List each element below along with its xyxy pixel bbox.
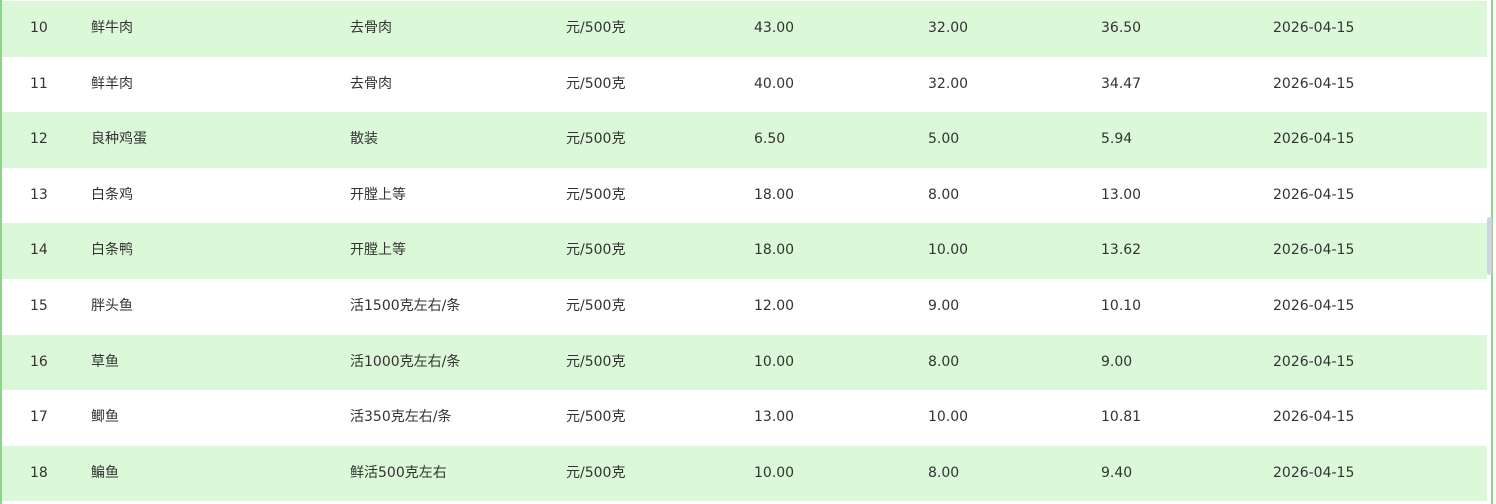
cell-avg: 34.47: [1101, 75, 1142, 92]
cell-avg: 36.50: [1101, 20, 1142, 36]
cell-avg: 5.94: [1101, 131, 1133, 148]
cell-avg: 13.62: [1101, 242, 1142, 259]
cell-no: 10: [30, 20, 48, 36]
cell-avg: 10.10: [1101, 297, 1142, 314]
table-row: 10 鲜牛肉 去骨肉 元/500克 43.00 32.00 36.50 2026-04-15: [2, 1, 1487, 57]
cell-high: 10.00: [754, 353, 795, 370]
cell-spec: 开膛上等: [350, 186, 406, 203]
cell-spec: 鲜活500克左右: [350, 464, 447, 481]
cell-unit: 元/500克: [566, 297, 626, 314]
cell-low: 32.00: [928, 75, 969, 92]
cell-high: 13.00: [754, 409, 795, 426]
cell-spec: 活1500克左右/条: [350, 297, 461, 314]
cell-no: 16: [30, 353, 48, 370]
cell-high: 18.00: [754, 242, 795, 259]
cell-name: 草鱼: [91, 353, 119, 370]
cell-low: 10.00: [928, 409, 969, 426]
cell-avg: 9.40: [1101, 464, 1133, 481]
cell-unit: 元/500克: [566, 242, 626, 259]
cell-low: 5.00: [928, 131, 960, 148]
cell-low: 8.00: [928, 464, 960, 481]
cell-spec: 去骨肉: [350, 75, 392, 92]
cell-low: 32.00: [928, 20, 969, 36]
table-row: 12 良种鸡蛋 散装 元/500克 6.50 5.00 5.94 2026-04-15: [2, 112, 1487, 168]
cell-name: 白条鸭: [91, 242, 133, 259]
cell-no: 15: [30, 297, 48, 314]
cell-no: 14: [30, 242, 48, 259]
cell-name: 鲜牛肉: [91, 20, 133, 36]
cell-high: 40.00: [754, 75, 795, 92]
table-row: 11 鲜羊肉 去骨肉 元/500克 40.00 32.00 34.47 2026-04-15: [2, 57, 1487, 113]
cell-date: 2026-04-15: [1273, 131, 1355, 148]
table-row: 15 胖头鱼 活1500克左右/条 元/500克 12.00 9.00 10.10 2026-…: [2, 279, 1487, 335]
cell-date: 2026-04-15: [1273, 20, 1355, 36]
scrollbar-thumb[interactable]: [1487, 217, 1492, 275]
cell-date: 2026-04-15: [1273, 186, 1355, 203]
cell-date: 2026-04-15: [1273, 75, 1355, 92]
cell-date: 2026-04-15: [1273, 464, 1355, 481]
cell-name: 鲜羊肉: [91, 75, 133, 92]
cell-no: 18: [30, 464, 48, 481]
cell-no: 13: [30, 186, 48, 203]
cell-unit: 元/500克: [566, 131, 626, 148]
cell-high: 12.00: [754, 297, 795, 314]
cell-low: 8.00: [928, 186, 960, 203]
cell-name: 良种鸡蛋: [91, 131, 147, 148]
cell-high: 43.00: [754, 20, 795, 36]
cell-spec: 散装: [350, 131, 378, 148]
table-row: 18 鳊鱼 鲜活500克左右 元/500克 10.00 8.00 9.40 2026-04-1…: [2, 445, 1487, 502]
cell-high: 6.50: [754, 131, 786, 148]
cell-high: 18.00: [754, 186, 795, 203]
cell-low: 8.00: [928, 353, 960, 370]
cell-low: 10.00: [928, 242, 969, 259]
cell-spec: 活1000克左右/条: [350, 353, 461, 370]
cell-name: 白条鸡: [91, 186, 133, 203]
cell-unit: 元/500克: [566, 464, 626, 481]
cell-date: 2026-04-15: [1273, 242, 1355, 259]
cell-name: 鳊鱼: [91, 464, 119, 481]
cell-no: 12: [30, 131, 48, 148]
cell-high: 10.00: [754, 464, 795, 481]
table-row: 17 鲫鱼 活350克左右/条 元/500克 13.00 10.00 10.81 2026-0…: [2, 390, 1487, 446]
cell-avg: 9.00: [1101, 353, 1133, 370]
cell-unit: 元/500克: [566, 186, 626, 203]
cell-date: 2026-04-15: [1273, 353, 1355, 370]
cell-name: 胖头鱼: [91, 297, 133, 314]
cell-date: 2026-04-15: [1273, 409, 1355, 426]
cell-name: 鲫鱼: [91, 409, 119, 426]
cell-no: 11: [30, 75, 48, 92]
cell-spec: 活350克左右/条: [350, 409, 452, 426]
cell-avg: 10.81: [1101, 409, 1142, 426]
cell-spec: 去骨肉: [350, 20, 392, 36]
cell-unit: 元/500克: [566, 75, 626, 92]
cell-unit: 元/500克: [566, 409, 626, 426]
cell-unit: 元/500克: [566, 353, 626, 370]
cell-date: 2026-04-15: [1273, 297, 1355, 314]
cell-unit: 元/500克: [566, 20, 626, 36]
table-row: 16 草鱼 活1000克左右/条 元/500克 10.00 8.00 9.00 2026-04…: [2, 334, 1487, 391]
table-row: 13 白条鸡 开膛上等 元/500克 18.00 8.00 13.00 2026-04-15: [2, 168, 1487, 224]
cell-spec: 开膛上等: [350, 242, 406, 259]
cell-avg: 13.00: [1101, 186, 1142, 203]
cell-no: 17: [30, 409, 48, 426]
cell-low: 9.00: [928, 297, 960, 314]
table-row: 14 白条鸭 开膛上等 元/500克 18.00 10.00 13.62 2026-04-15: [2, 223, 1487, 279]
